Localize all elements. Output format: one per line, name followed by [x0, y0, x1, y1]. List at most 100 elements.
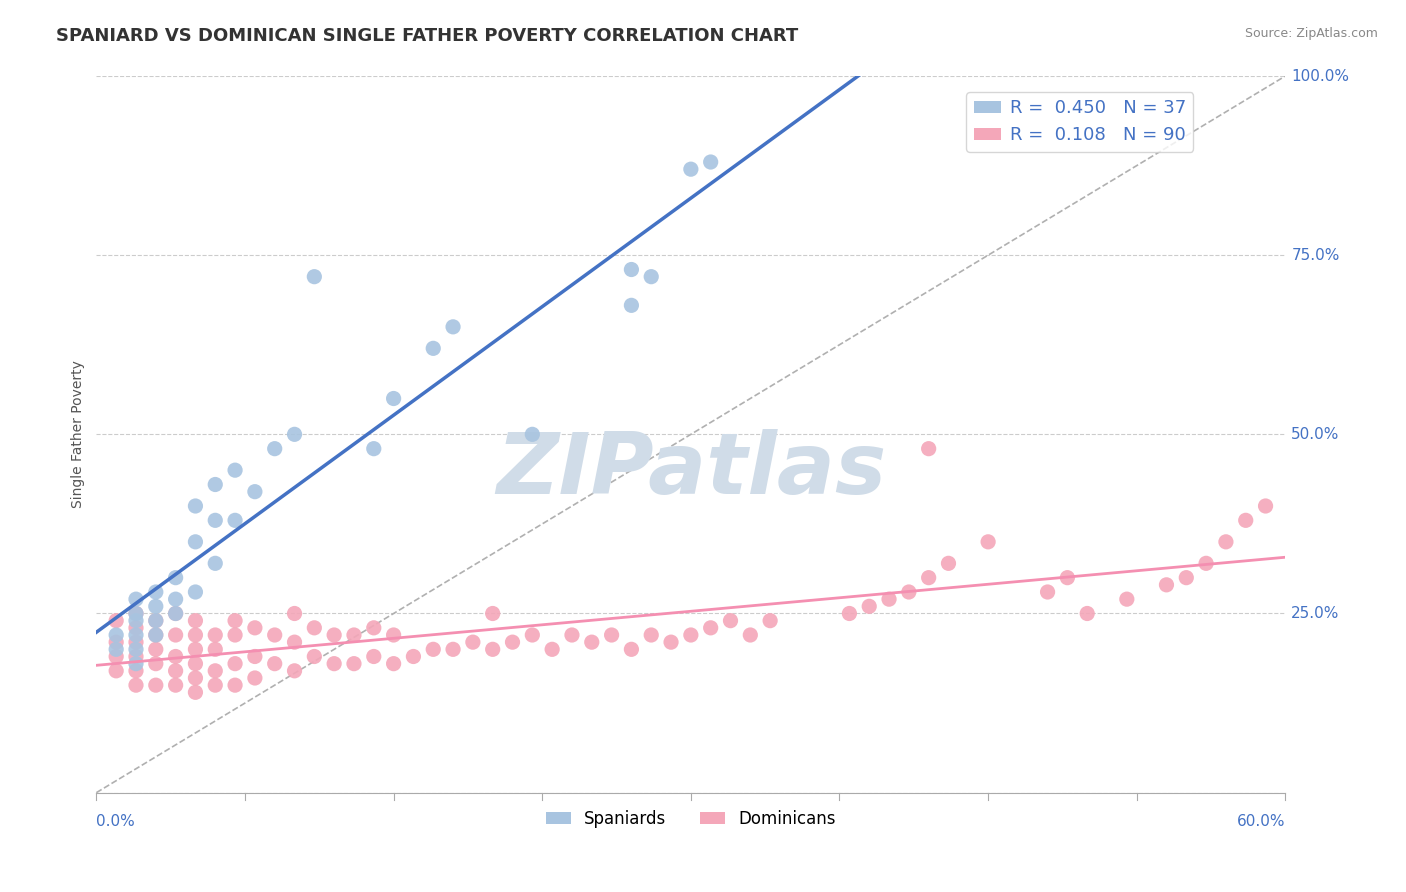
- Text: 100.0%: 100.0%: [1291, 69, 1350, 84]
- Point: [125, 664, 148, 678]
- Point: [740, 628, 762, 642]
- Point: [204, 642, 226, 657]
- Point: [224, 657, 246, 671]
- Point: [243, 621, 266, 635]
- Point: [679, 628, 702, 642]
- Point: [125, 621, 148, 635]
- Point: [184, 614, 207, 628]
- Point: [145, 628, 167, 642]
- Point: [224, 628, 246, 642]
- Point: [283, 635, 305, 649]
- Point: [125, 649, 148, 664]
- Point: [243, 484, 266, 499]
- Point: [522, 628, 544, 642]
- Point: [1156, 578, 1178, 592]
- Point: [481, 607, 503, 621]
- Point: [125, 628, 148, 642]
- Point: [363, 621, 385, 635]
- Point: [323, 628, 346, 642]
- Point: [522, 427, 544, 442]
- Point: [620, 642, 643, 657]
- Point: [184, 534, 207, 549]
- Point: [1254, 499, 1277, 513]
- Point: [977, 534, 1000, 549]
- Point: [343, 657, 366, 671]
- Point: [125, 635, 148, 649]
- Point: [283, 427, 305, 442]
- Point: [165, 649, 187, 664]
- Point: [165, 678, 187, 692]
- Point: [165, 607, 187, 621]
- Point: [838, 607, 860, 621]
- Point: [184, 585, 207, 599]
- Point: [441, 642, 464, 657]
- Point: [1056, 571, 1078, 585]
- Point: [145, 657, 167, 671]
- Point: [263, 442, 285, 456]
- Legend: Spaniards, Dominicans: Spaniards, Dominicans: [540, 803, 842, 835]
- Point: [145, 678, 167, 692]
- Point: [343, 628, 366, 642]
- Point: [204, 678, 226, 692]
- Point: [125, 592, 148, 607]
- Point: [184, 671, 207, 685]
- Point: [858, 599, 880, 614]
- Point: [105, 649, 128, 664]
- Point: [105, 664, 128, 678]
- Point: [1036, 585, 1059, 599]
- Point: [184, 499, 207, 513]
- Point: [243, 671, 266, 685]
- Point: [699, 155, 721, 169]
- Point: [561, 628, 583, 642]
- Point: [204, 557, 226, 571]
- Text: Source: ZipAtlas.com: Source: ZipAtlas.com: [1244, 27, 1378, 40]
- Point: [145, 599, 167, 614]
- Point: [125, 678, 148, 692]
- Point: [184, 628, 207, 642]
- Point: [125, 607, 148, 621]
- Point: [422, 342, 444, 356]
- Point: [165, 607, 187, 621]
- Point: [481, 642, 503, 657]
- Point: [224, 513, 246, 527]
- Point: [105, 635, 128, 649]
- Point: [105, 642, 128, 657]
- Point: [1195, 557, 1218, 571]
- Y-axis label: Single Father Poverty: Single Father Poverty: [72, 360, 86, 508]
- Point: [699, 621, 721, 635]
- Point: [363, 442, 385, 456]
- Point: [263, 657, 285, 671]
- Text: 60.0%: 60.0%: [1237, 814, 1285, 830]
- Text: 0.0%: 0.0%: [97, 814, 135, 830]
- Point: [165, 628, 187, 642]
- Point: [502, 635, 524, 649]
- Text: 75.0%: 75.0%: [1291, 248, 1340, 262]
- Point: [679, 162, 702, 177]
- Text: SPANIARD VS DOMINICAN SINGLE FATHER POVERTY CORRELATION CHART: SPANIARD VS DOMINICAN SINGLE FATHER POVE…: [56, 27, 799, 45]
- Point: [363, 649, 385, 664]
- Text: 25.0%: 25.0%: [1291, 606, 1340, 621]
- Point: [1234, 513, 1257, 527]
- Point: [918, 442, 941, 456]
- Point: [304, 621, 326, 635]
- Point: [145, 585, 167, 599]
- Point: [105, 614, 128, 628]
- Point: [600, 628, 623, 642]
- Point: [145, 628, 167, 642]
- Point: [224, 614, 246, 628]
- Point: [422, 642, 444, 657]
- Point: [125, 657, 148, 671]
- Point: [938, 557, 960, 571]
- Point: [441, 319, 464, 334]
- Point: [304, 269, 326, 284]
- Point: [165, 571, 187, 585]
- Point: [184, 642, 207, 657]
- Point: [125, 642, 148, 657]
- Point: [877, 592, 900, 607]
- Point: [125, 614, 148, 628]
- Point: [283, 664, 305, 678]
- Point: [382, 657, 405, 671]
- Point: [323, 657, 346, 671]
- Point: [382, 392, 405, 406]
- Point: [145, 614, 167, 628]
